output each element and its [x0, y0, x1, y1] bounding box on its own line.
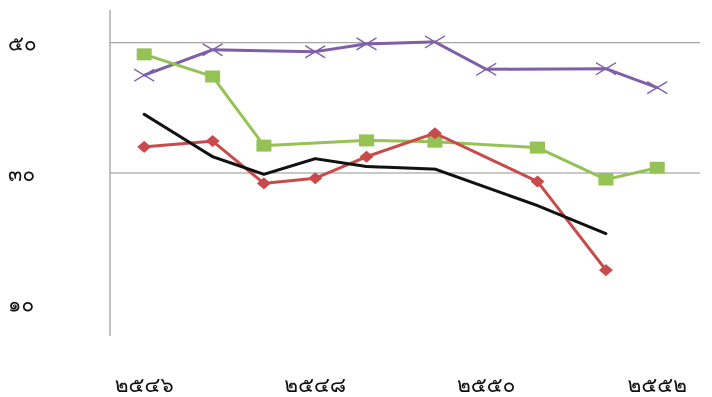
series-group	[133, 35, 668, 277]
x-tick-label: ๒๕๔๖	[115, 373, 174, 397]
series-4	[142, 112, 608, 236]
series-line	[142, 52, 659, 181]
data-point	[598, 264, 613, 277]
series-line	[142, 40, 659, 90]
x-tick-label: ๒๕๕๐	[457, 373, 515, 397]
data-point	[424, 35, 446, 49]
data-point	[649, 161, 665, 174]
data-point	[530, 141, 546, 154]
data-point	[356, 37, 377, 51]
data-point	[205, 135, 220, 148]
data-point	[308, 172, 323, 185]
y-tick-label: ๑๐	[8, 292, 34, 316]
series-3	[137, 127, 613, 277]
data-point	[202, 43, 223, 57]
x-tick-label: ๒๕๔๘	[284, 373, 346, 397]
y-tick-label: ๕๐	[8, 32, 37, 56]
series-line	[142, 131, 608, 272]
data-point	[205, 70, 221, 83]
series-line	[142, 112, 608, 236]
data-point	[136, 48, 152, 61]
x-tick-labels: ๒๕๔๖ ๒๕๔๘ ๒๕๕๐ ๒๕๕๒	[115, 373, 687, 397]
data-point	[595, 62, 617, 76]
data-point	[475, 62, 497, 76]
y-tick-label: ๓๐	[8, 162, 35, 186]
data-point	[133, 68, 155, 82]
data-point	[256, 139, 272, 152]
data-point	[598, 173, 614, 186]
data-point	[646, 80, 668, 95]
data-point	[304, 45, 326, 59]
data-point	[427, 127, 442, 140]
series-2	[136, 48, 665, 186]
gridlines	[110, 41, 700, 174]
data-point	[359, 150, 374, 163]
data-point	[427, 135, 443, 148]
series-1	[133, 35, 668, 95]
y-tick-labels: ๑๐ ๓๐ ๕๐	[8, 32, 37, 317]
data-point	[530, 175, 545, 188]
data-point	[137, 140, 152, 153]
data-point	[359, 134, 375, 147]
x-tick-label: ๒๕๕๒	[628, 373, 687, 397]
data-point	[256, 177, 271, 190]
